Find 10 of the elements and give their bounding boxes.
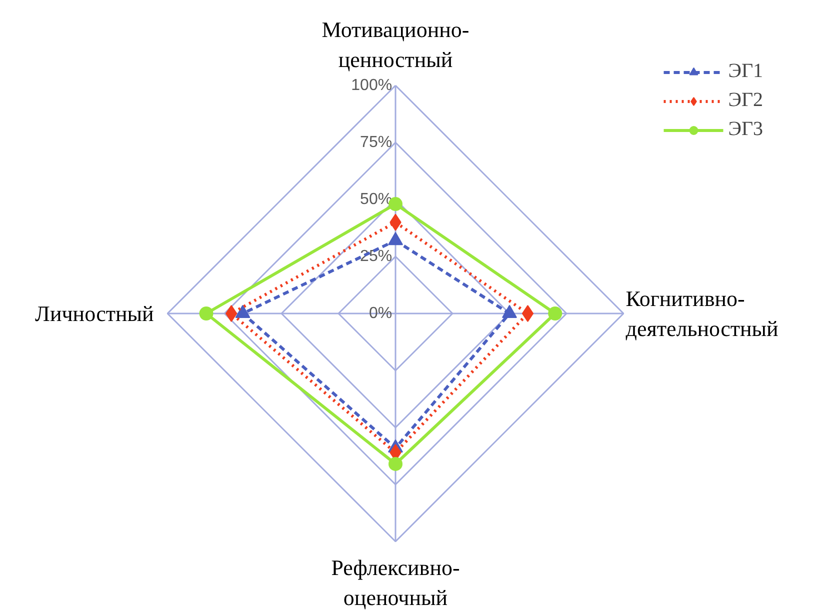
legend-label: ЭГ2	[728, 89, 763, 112]
spoke-label: Личностный	[35, 301, 154, 326]
legend-label: ЭГ1	[728, 60, 763, 83]
y-tick-label: 75%	[360, 134, 392, 151]
spoke-label: Когнитивно- деятельностный	[626, 286, 779, 341]
y-tick-label: 50%	[360, 191, 392, 208]
spoke-label: Рефлексивно- оценочный	[331, 555, 460, 610]
legend-label: ЭГ3	[728, 118, 763, 141]
y-tick-label: 100%	[351, 77, 392, 94]
spoke-label: Мотивационно- ценностный	[322, 16, 470, 72]
